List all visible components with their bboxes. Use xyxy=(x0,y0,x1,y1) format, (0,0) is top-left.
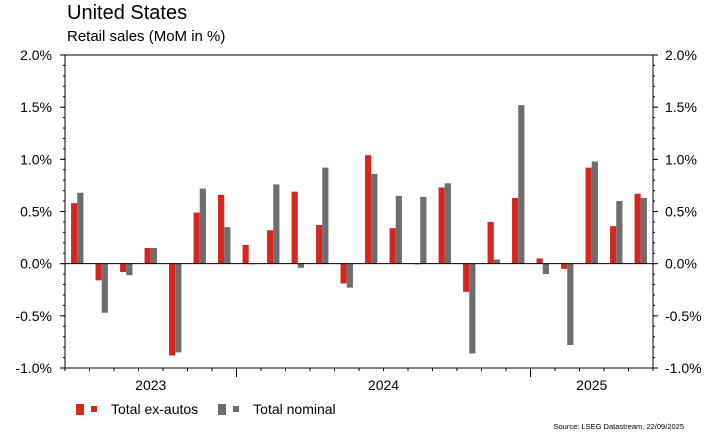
bar-ex-autos xyxy=(169,263,176,356)
bar-ex-autos xyxy=(463,263,470,292)
y-tick-label-right: 1.5% xyxy=(665,99,697,115)
bar-ex-autos xyxy=(585,167,592,264)
bar-nominal xyxy=(469,263,476,354)
legend-swatch-nominal-small xyxy=(233,406,240,412)
bar-ex-autos xyxy=(71,203,78,264)
y-tick-label-right: 0.5% xyxy=(665,204,697,220)
bar-nominal xyxy=(420,196,427,264)
bar-nominal xyxy=(150,248,157,264)
bar-ex-autos xyxy=(438,187,445,264)
x-year-label: 2025 xyxy=(576,377,607,393)
legend-label-ex-autos: Total ex-autos xyxy=(111,401,199,417)
bar-nominal xyxy=(126,263,133,276)
bar-nominal xyxy=(591,161,598,264)
bar-ex-autos xyxy=(95,263,102,281)
bar-nominal xyxy=(444,183,451,264)
bar-nominal xyxy=(273,184,280,264)
bar-ex-autos xyxy=(144,248,151,264)
bar-nominal xyxy=(518,105,525,264)
bar-ex-autos xyxy=(512,197,519,264)
bar-ex-autos xyxy=(340,263,347,284)
bar-nominal xyxy=(199,188,206,264)
chart-legend: Total ex-autos Total nominal xyxy=(76,401,344,417)
bar-ex-autos xyxy=(242,244,249,264)
bar-nominal xyxy=(640,197,647,264)
bar-nominal xyxy=(175,263,182,353)
legend-label-nominal: Total nominal xyxy=(253,401,336,417)
y-tick-label-left: 1.5% xyxy=(20,99,52,115)
bar-ex-autos xyxy=(365,155,372,264)
bar-nominal xyxy=(371,173,378,264)
bar-nominal xyxy=(322,167,329,264)
y-tick-label-right: -0.5% xyxy=(665,308,702,324)
bar-ex-autos xyxy=(193,212,200,264)
plot-frame xyxy=(64,54,654,369)
source-note: Source: LSEG Datastream, 22/09/2025 xyxy=(553,422,685,431)
x-year-label: 2024 xyxy=(368,377,399,393)
bar-nominal xyxy=(346,263,353,288)
bar-nominal xyxy=(395,195,402,264)
bar-ex-autos xyxy=(267,230,274,264)
bar-nominal xyxy=(542,263,549,275)
bar-ex-autos xyxy=(561,263,568,269)
bar-nominal xyxy=(616,201,623,264)
y-tick-label-left: -0.5% xyxy=(15,308,52,324)
legend-swatch-ex-autos xyxy=(76,403,84,415)
bar-ex-autos xyxy=(389,228,396,264)
bar-ex-autos xyxy=(316,225,323,264)
bar-nominal xyxy=(224,227,231,264)
chart-title: United States xyxy=(67,2,188,24)
y-tick-label-left: 0.5% xyxy=(20,204,52,220)
chart-subtitle: Retail sales (MoM in %) xyxy=(67,28,226,45)
bar-ex-autos xyxy=(218,194,225,264)
bar-nominal xyxy=(101,263,108,313)
bar-ex-autos xyxy=(120,263,127,273)
y-tick-label-left: -1.0% xyxy=(15,360,52,376)
legend-swatch-nominal xyxy=(218,403,227,415)
y-tick-label-left: 1.0% xyxy=(20,151,52,167)
bar-ex-autos xyxy=(536,258,543,264)
legend-swatch-ex-autos-small xyxy=(91,406,97,412)
bar-nominal xyxy=(77,192,84,264)
bar-nominal xyxy=(567,263,574,346)
y-tick-label-right: 0.0% xyxy=(665,256,697,272)
y-tick-label-right: 2.0% xyxy=(665,47,697,63)
legend-item-nominal: Total nominal xyxy=(218,401,336,417)
legend-item-ex-autos: Total ex-autos xyxy=(76,401,198,417)
bar-ex-autos xyxy=(291,191,298,264)
bar-nominal xyxy=(493,259,500,264)
bar-ex-autos xyxy=(610,226,617,264)
y-tick-label-left: 0.0% xyxy=(20,256,52,272)
y-tick-label-left: 2.0% xyxy=(20,47,52,63)
y-tick-label-right: -1.0% xyxy=(665,360,702,376)
bar-nominal xyxy=(297,263,304,268)
bar-ex-autos xyxy=(487,221,494,264)
x-year-label: 2023 xyxy=(135,377,166,393)
bar-ex-autos xyxy=(634,193,641,264)
y-tick-label-right: 1.0% xyxy=(665,151,697,167)
